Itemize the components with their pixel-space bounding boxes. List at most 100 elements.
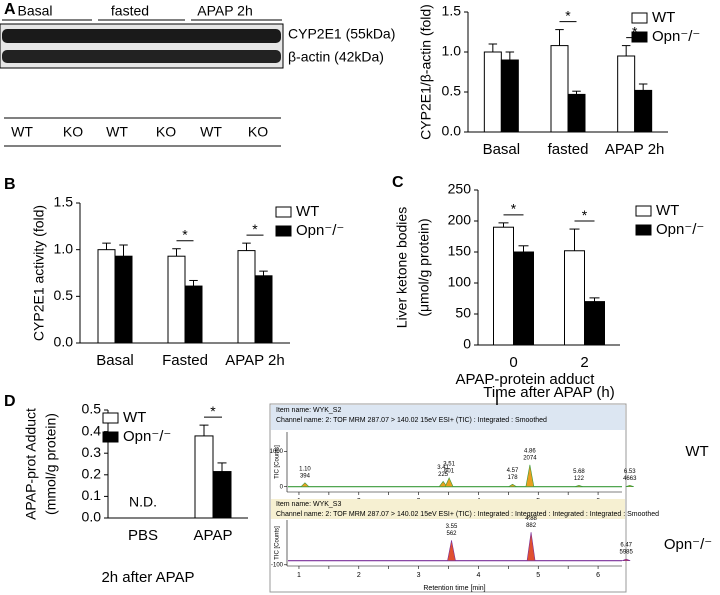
bar [493,226,514,346]
y-tick-label: 0 [463,336,471,352]
significance-label: * [252,221,258,237]
peak [438,480,448,488]
peak-rt: 4.86 [524,448,536,454]
legend-swatch [631,31,648,43]
x-tick-label: 5 [536,572,540,579]
bar [167,255,186,344]
peak-rt: 1.10 [299,466,311,472]
peak-rt: 6.47 [620,543,632,549]
y-tick-label: 50 [455,305,471,321]
trace-label: WT [685,443,708,460]
bar [237,250,256,344]
legend-label: WT [656,202,679,219]
peak-area: 394 [300,473,311,479]
y-tick-label: 1.0 [54,240,74,256]
y-tick-label: 0.5 [442,83,462,99]
panel-label: B [4,176,16,193]
bar [634,89,653,133]
peak-rt: 3.51 [443,461,455,467]
y-tick-label: 0.0 [82,509,102,525]
blot-group: fasted [111,3,149,19]
bar [564,250,585,346]
y-tick-label: 0.1 [82,487,102,503]
peak [622,558,631,562]
significance-label: * [565,7,571,23]
x-tick-label: PBS [128,527,158,544]
trace-label: Opn⁻/⁻ [664,536,712,553]
peak-area: 4663 [623,476,637,482]
bar [483,51,502,133]
legend-label: Opn⁻/⁻ [656,221,704,238]
x-tick-label: fasted [548,141,589,158]
legend-swatch [635,205,652,217]
significance-label: * [511,201,517,217]
legend-label: WT [123,409,146,426]
y-axis-label: (mmol/g protein) [43,413,59,515]
chromatogram-header [271,405,625,430]
peak-area: 2074 [523,455,537,461]
blot-band [2,50,281,63]
x-tick-label: 0 [509,354,517,371]
peak [300,482,310,488]
y-tick-label: 0.0 [442,123,462,139]
peak [444,477,454,488]
y-tick-label: 0.4 [82,422,102,438]
legend-swatch [102,412,119,424]
chromatogram-frame [269,403,627,593]
x-tick-label: 2 [357,572,361,579]
bar [550,45,569,133]
item-name: Item name: WYK_S3 [276,501,341,508]
peak-rt: 3.41 [437,465,449,471]
channel-name: Channel name: 2: TOF MRM 287.07 > 140.02… [276,417,547,424]
y-axis-label: CYP2E1 activity (fold) [31,205,47,341]
y-tick-label: 0.2 [82,466,102,482]
legend-label: Opn⁻/⁻ [652,28,700,45]
peak-area: 225 [438,472,449,478]
y-axis-label: Liver ketone bodies [394,207,410,328]
y-tick-label: 1.5 [442,3,462,19]
y-tick-label: 0.0 [54,334,74,350]
band-label: β-actin (42kDa) [288,49,384,65]
band-label: CYP2E1 (55kDa) [288,26,395,42]
x-axis-label: Retention time [min] [423,585,485,592]
legend-swatch [275,225,292,237]
legend-swatch [275,206,292,218]
peak-rt: 4.88 [525,516,537,522]
x-tick-label: Fasted [162,352,208,369]
lane-label: KO [248,124,268,140]
lane-label: KO [63,124,83,140]
legend-label: Opn⁻/⁻ [296,222,344,239]
peak [574,484,584,488]
significance-label: * [182,226,188,242]
bar [97,249,116,344]
x-tick-label: 3 [417,572,421,579]
y-tick-label: -100 [271,562,284,568]
y-tick-label: 0 [280,484,284,490]
peak-rt: 6.53 [624,469,636,475]
legend-label: WT [652,9,675,26]
x-tick-label: APAP [194,527,233,544]
legend-swatch [102,431,119,443]
peak-area: 601 [444,468,455,474]
y-axis-label: CYP2E1/β-actin (fold) [418,4,434,140]
y-axis-label: TIC [Counts] [275,526,281,560]
peak [525,464,535,488]
x-tick-label: 2 [580,354,588,371]
y-axis-label: (μmol/g protein) [416,218,432,316]
legend-label: Opn⁻/⁻ [123,428,171,445]
y-tick-label: 150 [448,243,472,259]
panel-label: D [4,393,16,410]
peak-rt: 3.55 [446,524,458,530]
bar [567,93,586,133]
annotation: N.D. [129,494,157,510]
lane-label: KO [156,124,176,140]
panel-label: C [392,174,404,191]
bar [500,59,519,133]
peak-rt: 5.68 [573,469,585,475]
y-tick-label: 1.5 [54,194,74,210]
significance-label: * [632,23,638,39]
legend-swatch [631,12,648,24]
y-tick-label: 0.5 [54,287,74,303]
